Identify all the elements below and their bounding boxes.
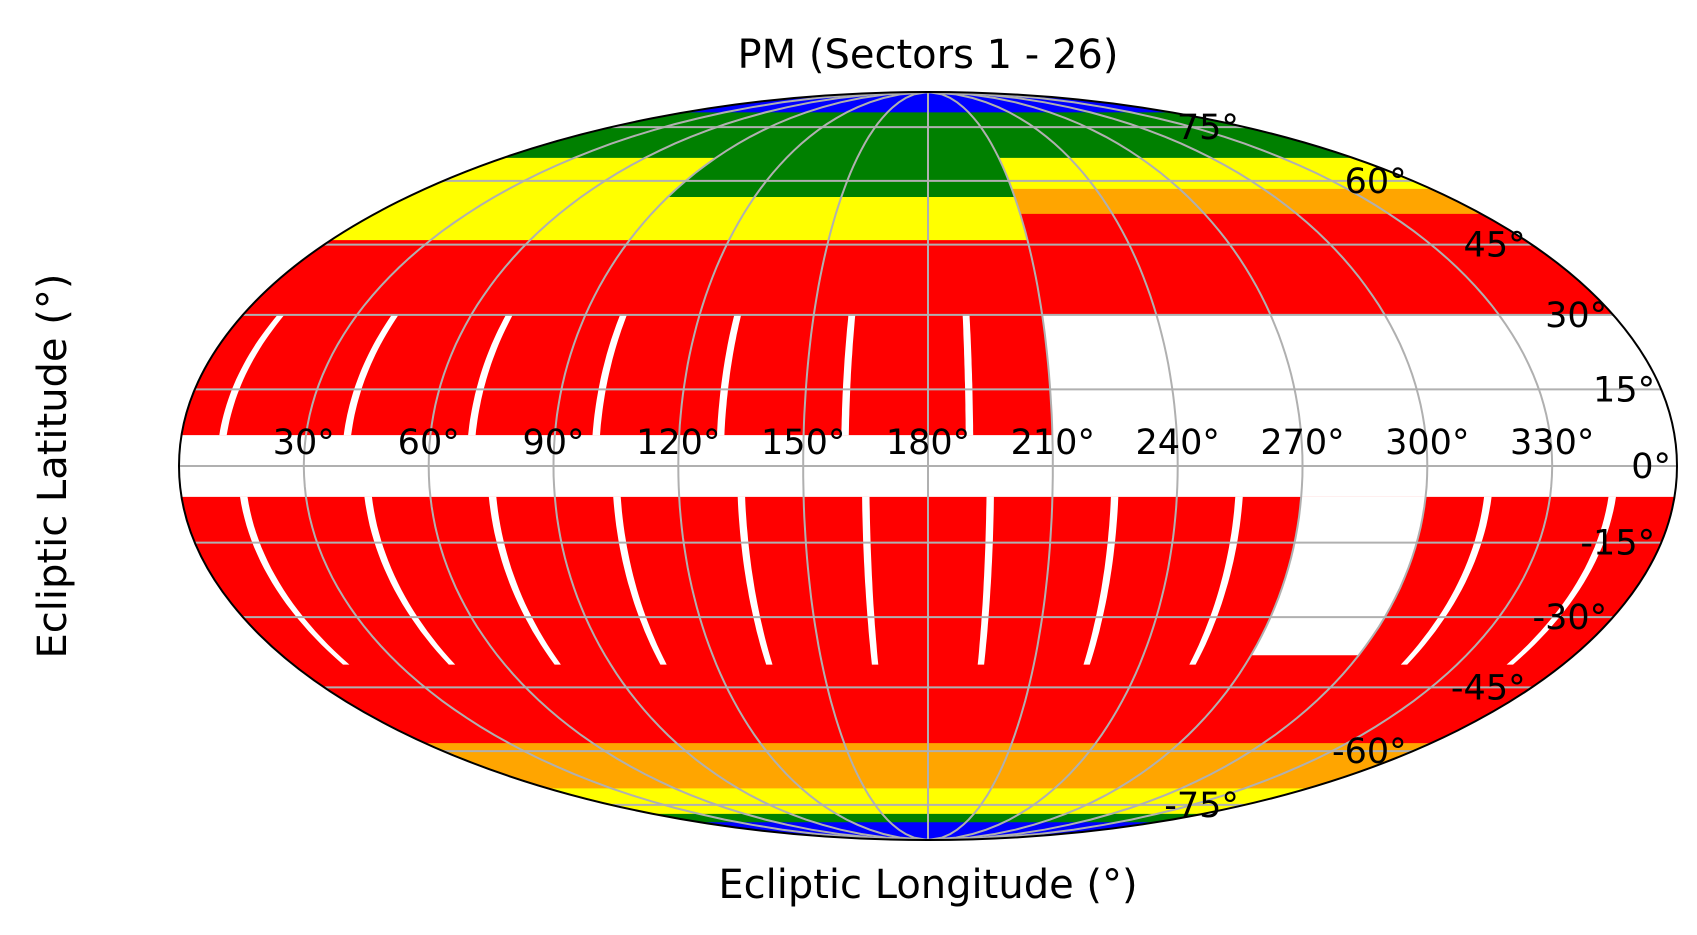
longitude-gridline: [552, 92, 929, 840]
south-sector-gap-5: [862, 496, 879, 665]
longitude-gridline: [427, 92, 929, 840]
south-sector-gap-8: [1189, 496, 1243, 665]
longitude-gridline: [927, 92, 1179, 840]
south-sector-gap-7: [1083, 496, 1119, 665]
south-gap-region: [1251, 496, 1426, 656]
x-tick-label: 270°: [1260, 423, 1344, 463]
y-tick-label: 75°: [1177, 108, 1239, 148]
x-tick-label: 210°: [1011, 423, 1095, 463]
map-frame: [178, 91, 1678, 841]
north-gap-region: [1042, 314, 1676, 441]
north-sector-gap-3: [592, 314, 627, 436]
x-tick-label: 60°: [398, 423, 460, 463]
y-tick-label: -30°: [1533, 598, 1608, 638]
y-tick-label: -75°: [1164, 786, 1239, 826]
longitude-gridline: [927, 92, 1429, 840]
x-axis-label: Ecliptic Longitude (°): [718, 862, 1137, 908]
north-sector-gap-2: [468, 314, 513, 436]
x-tick-label: 90°: [522, 423, 584, 463]
north-sector-gap-6: [962, 314, 974, 436]
x-tick-label: 120°: [636, 423, 720, 463]
x-tick-label: 240°: [1136, 423, 1220, 463]
south-sector-gap-3: [613, 496, 667, 665]
south-sector-gap-9: [1400, 496, 1492, 665]
y-tick-label: 0°: [1631, 447, 1671, 487]
longitude-gridline: [927, 92, 1054, 840]
north-sector-gap-4: [716, 314, 742, 436]
tick-labels: 330° 300° 270° 240° 210° 180° 150° 120° 90° 60° 30…: [273, 108, 1671, 826]
x-tick-label: 30°: [273, 423, 335, 463]
south-sector-gap-4: [737, 496, 773, 665]
south-sector-gap-2: [488, 496, 561, 665]
y-tick-label: 15°: [1593, 370, 1655, 410]
y-tick-label: -45°: [1451, 668, 1526, 708]
north-sector-gap-5: [841, 314, 856, 436]
y-axis-label: Ecliptic Latitude (°): [30, 274, 76, 659]
longitude-gridline: [927, 92, 1554, 840]
y-tick-label: 30°: [1545, 296, 1607, 336]
north-sector-gap-1: [343, 314, 399, 436]
x-tick-label: 150°: [761, 423, 845, 463]
chart-title: PM (Sectors 1 - 26): [738, 32, 1119, 78]
x-tick-label: 330°: [1510, 423, 1594, 463]
longitude-gridline: [927, 92, 1304, 840]
y-tick-label: 45°: [1464, 226, 1526, 266]
south-sector-gap-1: [364, 496, 456, 665]
south-sector-gap-6: [977, 496, 994, 665]
y-tick-label: -15°: [1580, 524, 1655, 564]
graticule: [179, 92, 1677, 840]
y-tick-label: 60°: [1345, 162, 1407, 202]
longitude-gridline: [802, 92, 929, 840]
x-tick-label: 180°: [886, 423, 970, 463]
longitude-gridline: [302, 92, 929, 840]
longitude-gridline: [677, 92, 929, 840]
x-tick-label: 300°: [1385, 423, 1469, 463]
north-sector-gap-0: [219, 314, 285, 436]
y-tick-label: -60°: [1332, 732, 1407, 772]
